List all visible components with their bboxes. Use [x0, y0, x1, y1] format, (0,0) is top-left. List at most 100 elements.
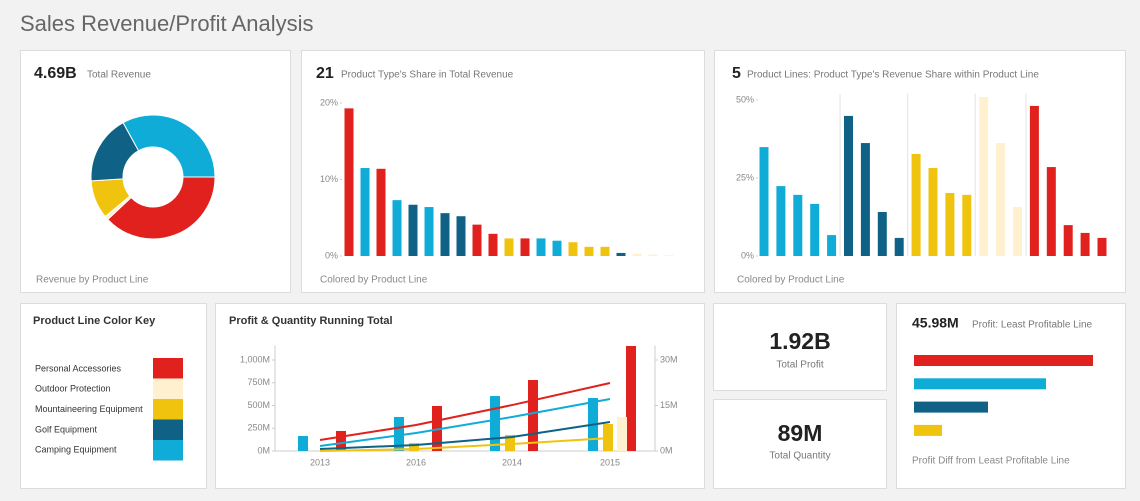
bar [568, 242, 578, 256]
line [319, 420, 611, 450]
bar [1063, 225, 1073, 256]
y-tick-label: 10% [320, 174, 338, 184]
key-swatch [153, 399, 183, 420]
bar [1080, 232, 1090, 256]
y-tick-label: 750M [247, 377, 270, 387]
bar [914, 424, 942, 436]
kpi-value: 5 [732, 65, 741, 82]
panel [713, 399, 887, 489]
y-tick-label: 0% [325, 250, 338, 260]
bar [759, 147, 769, 256]
bar [914, 355, 1093, 366]
bar [488, 233, 498, 256]
bar [552, 240, 562, 256]
bar [298, 435, 308, 451]
bar [914, 401, 988, 413]
panel [896, 303, 1126, 489]
panel [20, 50, 291, 293]
bar [336, 430, 346, 451]
bar [394, 416, 404, 451]
bar [979, 96, 989, 256]
key-label: Camping Equipment [35, 445, 117, 455]
kpi-label: Profit: Least Profitable Line [972, 320, 1093, 331]
bar [600, 246, 610, 256]
y-tick-label: 0% [741, 250, 754, 260]
key-title: Product Line Color Key [33, 315, 156, 327]
bar [860, 143, 870, 256]
bar [648, 254, 658, 256]
panel [215, 303, 705, 489]
donut-segment [122, 114, 216, 178]
key-label: Golf Equipment [35, 424, 98, 434]
bar [945, 192, 955, 256]
bar [632, 253, 642, 256]
bar [1013, 207, 1022, 256]
x-tick-label: 2014 [502, 457, 522, 467]
footer: Profit Diff from Least Profitable Line [912, 456, 1070, 467]
key-label: Outdoor Protection [35, 384, 111, 394]
key-label: Personal Accessories [35, 363, 122, 373]
chart-title: Profit & Quantity Running Total [229, 315, 393, 327]
line [319, 382, 611, 441]
bar [626, 345, 636, 451]
bar [490, 396, 500, 451]
footer: Colored by Product Line [320, 275, 428, 286]
bar [793, 194, 803, 256]
y-tick-label: 50% [736, 94, 754, 104]
y-tick-label: 1,000M [240, 354, 270, 364]
kpi-value: 89M [778, 420, 823, 446]
bar [528, 380, 538, 451]
bar [440, 213, 450, 256]
bar [928, 168, 938, 256]
kpi-value: 4.69B [34, 65, 77, 82]
bar [827, 235, 837, 256]
x-tick-label: 2016 [406, 457, 426, 467]
y-tick-label: 0M [660, 445, 673, 455]
bar [616, 252, 626, 256]
key-label: Mountaineering Equipment [35, 404, 143, 414]
bar [776, 186, 786, 256]
kpi-label: Total Quantity [769, 451, 830, 462]
bar [664, 255, 674, 256]
bar [344, 108, 354, 256]
kpi-value: 1.92B [769, 328, 830, 354]
bar [810, 203, 820, 256]
kpi-value: 21 [316, 65, 334, 82]
line [319, 398, 611, 447]
bar [360, 168, 370, 256]
bar [1029, 105, 1039, 256]
bar [392, 200, 402, 256]
y-tick-label: 250M [247, 423, 270, 433]
bar [424, 207, 434, 256]
bar [996, 143, 1006, 256]
kpi-label: Total Revenue [87, 70, 151, 81]
y-tick-label: 15M [660, 400, 678, 410]
bar [911, 153, 921, 256]
bar [894, 237, 904, 256]
bar [584, 246, 594, 256]
bar [617, 416, 627, 451]
x-tick-label: 2013 [310, 457, 330, 467]
key-swatch [153, 440, 183, 461]
bar [536, 238, 546, 256]
footer: Revenue by Product Line [36, 275, 149, 286]
line [319, 436, 611, 452]
bar [472, 224, 482, 256]
page-title: Sales Revenue/Profit Analysis [20, 11, 314, 36]
x-tick-label: 2015 [600, 457, 620, 467]
key-swatch [153, 378, 183, 399]
key-swatch [153, 419, 183, 440]
y-tick-label: 30M [660, 354, 678, 364]
y-tick-label: 500M [247, 400, 270, 410]
bar [877, 212, 887, 256]
bar [504, 238, 514, 256]
bar [376, 168, 386, 256]
bar [456, 216, 466, 256]
kpi-label: Product Lines: Product Type's Revenue Sh… [747, 70, 1039, 81]
y-tick-label: 20% [320, 97, 338, 107]
footer: Colored by Product Line [737, 275, 845, 286]
y-tick-label: 25% [736, 172, 754, 182]
kpi-value: 45.98M [912, 315, 959, 331]
key-swatch [153, 358, 183, 379]
